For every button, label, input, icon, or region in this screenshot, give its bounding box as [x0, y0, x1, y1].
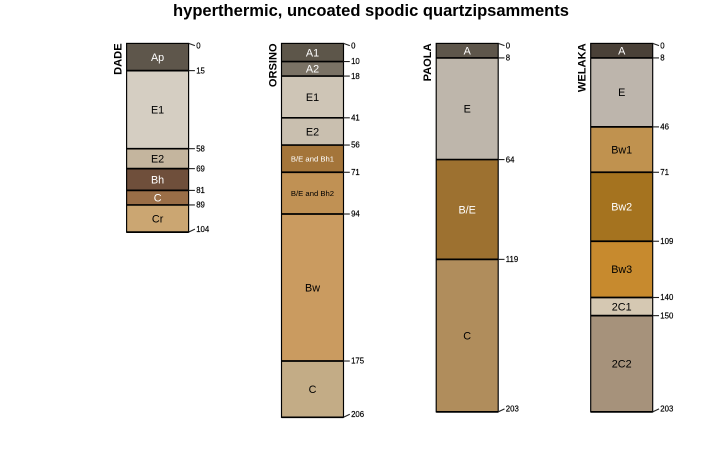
svg-text:C: C [463, 330, 471, 342]
svg-text:150: 150 [660, 311, 674, 320]
svg-text:8: 8 [506, 54, 510, 63]
svg-text:hyperthermic, uncoated spodic: hyperthermic, uncoated spodic quartzipsa… [173, 1, 569, 20]
svg-text:E: E [464, 104, 471, 116]
svg-text:Bw2: Bw2 [611, 202, 632, 214]
svg-text:C: C [154, 193, 162, 205]
svg-text:58: 58 [196, 144, 205, 153]
svg-text:E2: E2 [151, 154, 164, 166]
svg-text:119: 119 [506, 255, 518, 264]
svg-text:18: 18 [351, 72, 360, 81]
svg-text:Cr: Cr [152, 213, 164, 225]
svg-text:PAOLA: PAOLA [422, 43, 434, 81]
svg-text:175: 175 [351, 357, 365, 366]
svg-text:8: 8 [660, 54, 664, 63]
svg-text:89: 89 [196, 201, 205, 210]
svg-text:E1: E1 [151, 105, 164, 117]
svg-text:203: 203 [660, 405, 673, 414]
svg-text:DADE: DADE [112, 43, 124, 74]
svg-text:71: 71 [351, 168, 360, 177]
svg-text:10: 10 [351, 57, 360, 66]
svg-text:69: 69 [196, 164, 205, 173]
svg-text:56: 56 [351, 141, 360, 150]
svg-text:0: 0 [506, 41, 511, 50]
svg-text:64: 64 [506, 155, 515, 164]
svg-text:E1: E1 [306, 92, 319, 104]
svg-text:46: 46 [660, 123, 669, 132]
svg-text:E2: E2 [306, 126, 319, 138]
svg-text:WELAKA: WELAKA [577, 43, 589, 92]
svg-text:ORSINO: ORSINO [267, 43, 279, 87]
svg-text:0: 0 [196, 41, 201, 50]
svg-text:B/E and Bh2: B/E and Bh2 [291, 189, 334, 198]
svg-text:71: 71 [660, 168, 669, 177]
svg-text:94: 94 [351, 210, 360, 219]
svg-text:E: E [618, 87, 625, 99]
svg-text:0: 0 [660, 41, 665, 50]
svg-text:C: C [309, 384, 317, 396]
svg-text:109: 109 [660, 237, 673, 246]
svg-text:81: 81 [196, 186, 205, 195]
svg-text:15: 15 [196, 66, 205, 75]
svg-text:0: 0 [351, 41, 356, 50]
svg-text:A1: A1 [306, 47, 319, 59]
svg-text:2C1: 2C1 [612, 301, 632, 313]
svg-text:Bh: Bh [151, 174, 164, 186]
svg-text:2C2: 2C2 [612, 359, 632, 371]
svg-text:A: A [464, 46, 472, 58]
svg-text:Bw3: Bw3 [611, 264, 632, 276]
svg-text:41: 41 [351, 114, 360, 123]
svg-text:A2: A2 [306, 64, 319, 76]
svg-text:A: A [618, 46, 626, 58]
svg-text:Bw1: Bw1 [611, 144, 632, 156]
svg-text:104: 104 [196, 225, 210, 234]
svg-text:Bw: Bw [305, 282, 320, 294]
svg-text:206: 206 [351, 410, 364, 419]
svg-text:140: 140 [660, 293, 674, 302]
svg-text:Ap: Ap [151, 52, 164, 64]
svg-text:203: 203 [506, 405, 519, 414]
svg-text:B/E and Bh1: B/E and Bh1 [291, 154, 334, 163]
svg-text:B/E: B/E [458, 204, 475, 216]
